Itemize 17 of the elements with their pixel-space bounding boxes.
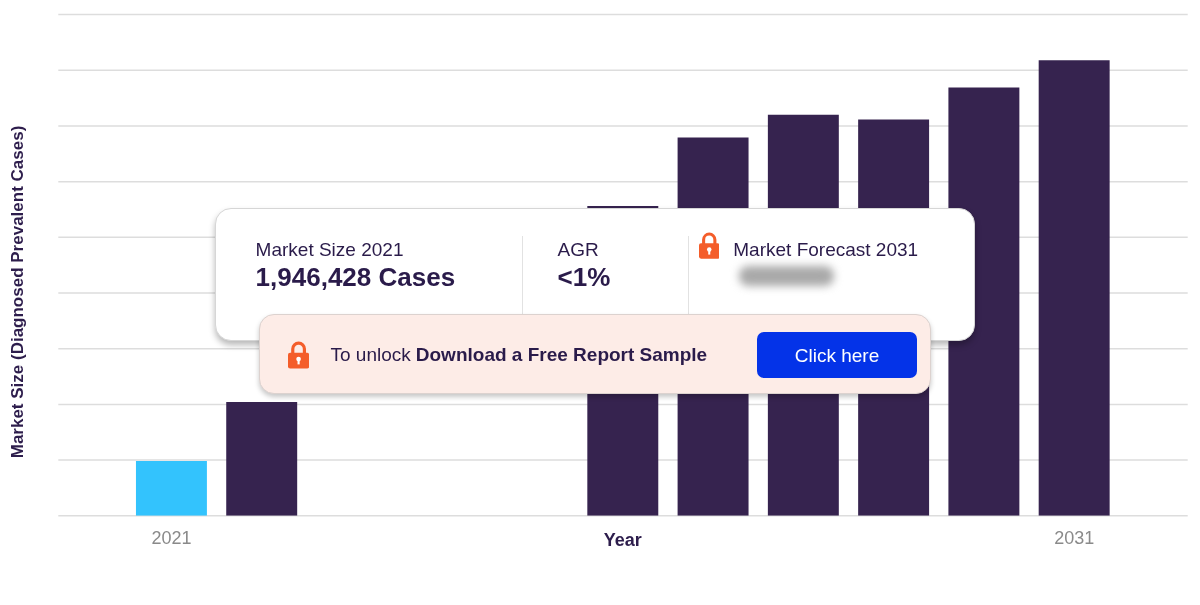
annotation: Download a Free Report Sample [415, 343, 708, 365]
bar [226, 401, 298, 516]
annotation: <1% [557, 261, 611, 292]
x-tick-label: 2031 [1054, 527, 1095, 548]
bar [1038, 60, 1110, 516]
annotation: Click here [794, 344, 880, 366]
button: Click here [756, 331, 918, 379]
x-tick-label: 2021 [151, 527, 192, 548]
x-axis-title: Year [603, 529, 642, 550]
annotation: 1,946,428 Cases [255, 261, 456, 292]
annotation: AGR [557, 238, 599, 260]
y-axis-title: Market Size (Diagnosed Prevalent Cases) [7, 125, 27, 459]
annotation: To unlock [330, 343, 411, 365]
unlock-banner: To unlock Download a Free Report Sample Click here [258, 313, 931, 395]
annotation: Market Size 2021 [255, 238, 404, 260]
bar [135, 461, 207, 516]
annotation: Market Forecast 2031 [733, 238, 919, 260]
